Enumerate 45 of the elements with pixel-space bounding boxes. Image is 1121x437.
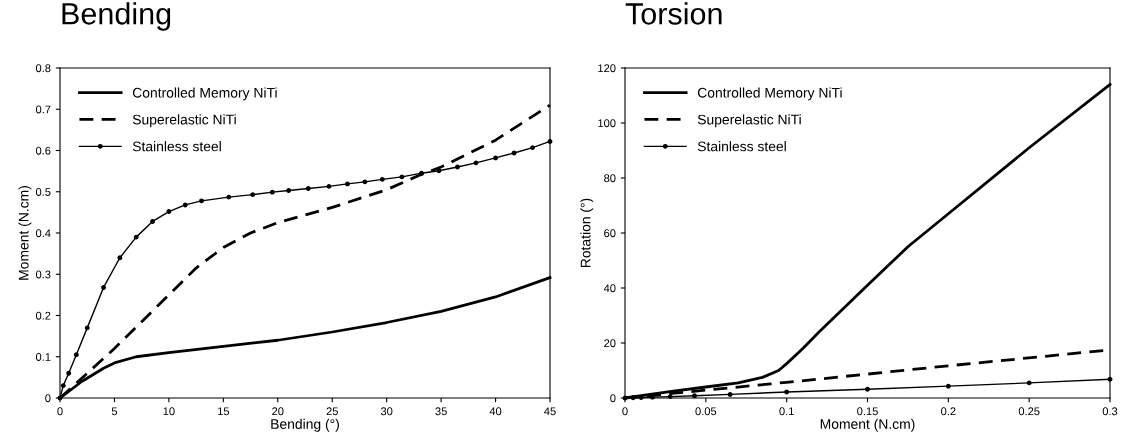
y-tick-label: 0.5 xyxy=(35,188,51,196)
legend-label: Stainless steel xyxy=(132,141,221,152)
y-tick-label: 60 xyxy=(604,229,616,238)
x-tick-label: 0.15 xyxy=(857,407,878,416)
y-tick-label: 0 xyxy=(45,394,51,403)
x-tick-label: 30 xyxy=(380,407,393,416)
y-tick-label: 0.7 xyxy=(35,105,51,114)
x-tick-label: 0.3 xyxy=(1102,407,1118,416)
x-tick-label: 45 xyxy=(544,407,556,416)
x-tick-label: 15 xyxy=(218,407,230,416)
y-tick-label: 0 xyxy=(610,394,616,403)
legend-label: Controlled Memory NiTi xyxy=(697,87,842,101)
legend-label: Stainless steel xyxy=(697,141,786,152)
x-tick-label: 10 xyxy=(163,407,175,416)
x-tick-label: 0 xyxy=(622,407,628,416)
x-tick-label: 0 xyxy=(57,407,63,416)
x-tick-label: 0.25 xyxy=(1018,407,1040,416)
legend-label: Superelastic NiTi xyxy=(697,114,801,128)
chart-title: Torsion xyxy=(625,2,722,25)
legend-label: Superelastic NiTi xyxy=(132,114,236,128)
x-tick-label: 0.2 xyxy=(941,407,956,416)
y-tick-label: 0.6 xyxy=(35,146,51,155)
y-tick-label: 0.2 xyxy=(35,311,51,320)
y-tick-label: 0.8 xyxy=(35,64,51,73)
x-axis-title: Bending (°) xyxy=(271,418,339,432)
x-tick-label: 0.05 xyxy=(695,407,717,416)
chart-title: Bending xyxy=(62,2,171,31)
y-tick-label: 80 xyxy=(604,174,616,183)
y-tick-label: 120 xyxy=(598,64,616,73)
y-tick-label: 0.3 xyxy=(35,270,51,279)
x-tick-label: 20 xyxy=(272,407,284,416)
x-tick-label: 35 xyxy=(435,407,447,416)
y-tick-label: 0.4 xyxy=(35,229,51,238)
y-axis-title: Rotation (°) xyxy=(580,198,594,268)
x-tick-label: 25 xyxy=(326,407,338,416)
legend-label: Controlled Memory NiTi xyxy=(132,87,277,101)
x-tick-label: 5 xyxy=(111,407,118,416)
x-axis-title: Moment (N.cm) xyxy=(820,418,915,432)
y-axis-title: Moment (N.cm) xyxy=(18,186,32,280)
y-tick-label: 40 xyxy=(603,284,616,293)
y-tick-label: 20 xyxy=(604,339,616,348)
x-tick-label: 40 xyxy=(489,407,502,416)
y-tick-label: 100 xyxy=(598,119,616,128)
y-tick-label: 0.1 xyxy=(35,353,51,361)
x-tick-label: 0.1 xyxy=(779,407,794,416)
